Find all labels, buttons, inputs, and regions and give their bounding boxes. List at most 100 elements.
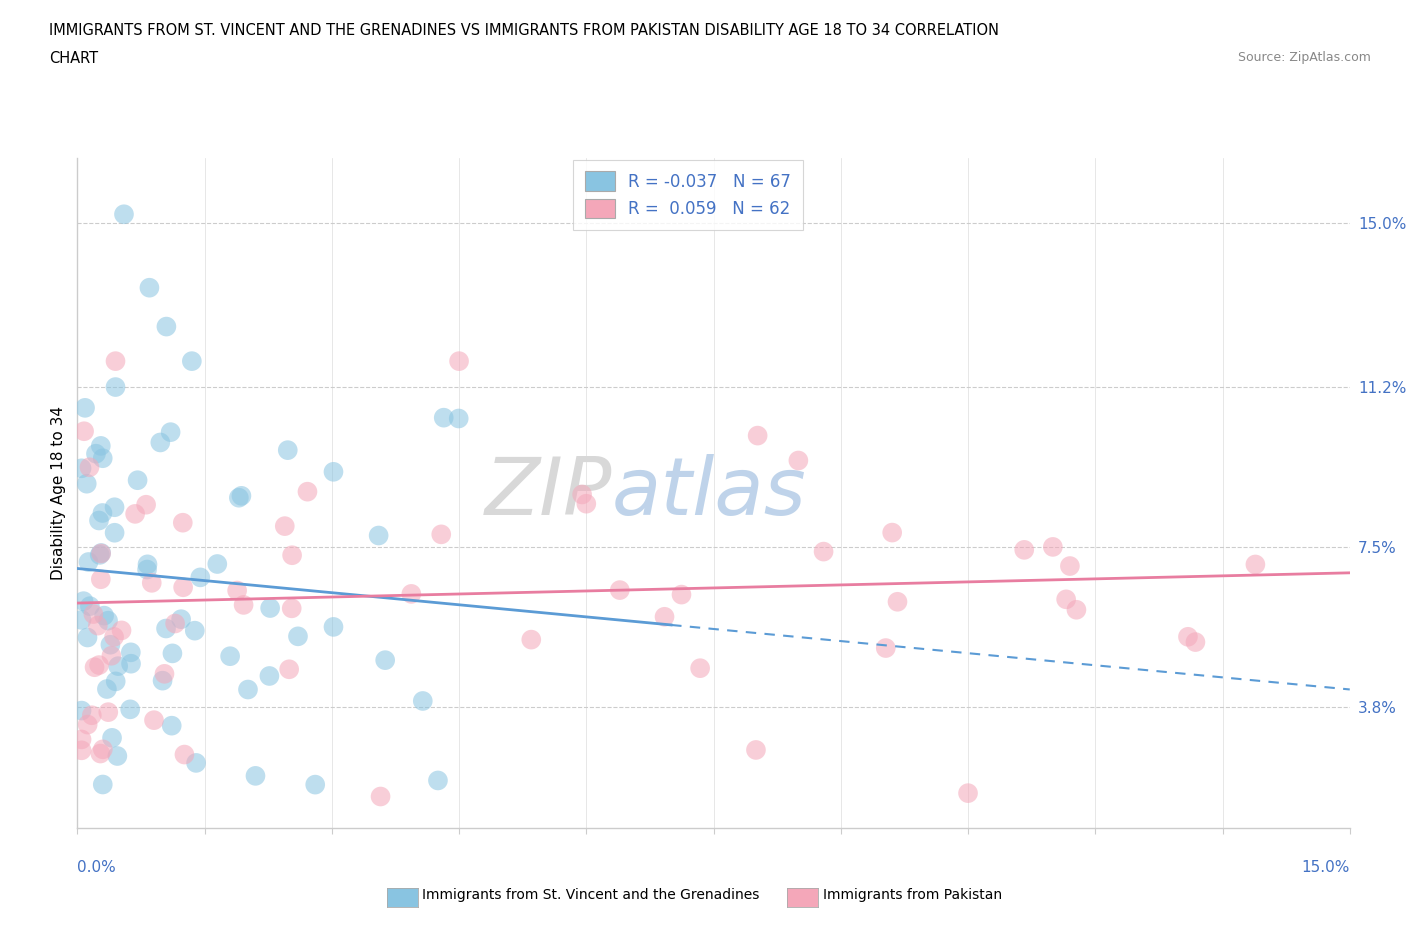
Point: [297, 485, 319, 499]
Text: Source: ZipAtlas.com: Source: ZipAtlas.com: [1237, 51, 1371, 64]
Text: Immigrants from St. Vincent and the Grenadines: Immigrants from St. Vincent and the Gren…: [422, 887, 759, 902]
Text: IMMIGRANTS FROM ST. VINCENT AND THE GRENADINES VS IMMIGRANTS FROM PAKISTAN DISAB: IMMIGRANTS FROM ST. VINCENT AND THE GREN…: [49, 23, 1000, 38]
Point: [689, 660, 711, 675]
Point: [105, 749, 128, 764]
Text: CHART: CHART: [49, 51, 98, 66]
Point: [82, 606, 104, 621]
Point: [124, 507, 146, 522]
Point: [136, 557, 159, 572]
Point: [875, 641, 897, 656]
Point: [80, 708, 103, 723]
Point: [170, 612, 193, 627]
Point: [149, 435, 172, 450]
Point: [152, 673, 174, 688]
Point: [609, 583, 631, 598]
Point: [97, 613, 120, 628]
Y-axis label: Disability Age 18 to 34: Disability Age 18 to 34: [51, 405, 66, 580]
Point: [76, 476, 98, 491]
Point: [165, 616, 187, 631]
Point: [100, 637, 122, 652]
Point: [103, 499, 125, 514]
Point: [232, 597, 254, 612]
Point: [127, 472, 149, 487]
Point: [90, 546, 112, 561]
Point: [153, 667, 176, 682]
Point: [1066, 603, 1088, 618]
Point: [281, 548, 304, 563]
Point: [91, 506, 114, 521]
Point: [787, 453, 810, 468]
Point: [245, 768, 267, 783]
Point: [671, 587, 693, 602]
Point: [430, 527, 453, 542]
Point: [70, 703, 93, 718]
Point: [104, 379, 127, 394]
Point: [236, 682, 259, 697]
Point: [882, 525, 904, 540]
Point: [84, 446, 107, 461]
Point: [96, 682, 118, 697]
Point: [367, 528, 389, 543]
Point: [447, 411, 470, 426]
Point: [228, 490, 250, 505]
Point: [120, 657, 142, 671]
Point: [654, 609, 676, 624]
Point: [138, 280, 160, 295]
Point: [100, 648, 122, 663]
Point: [141, 576, 163, 591]
Point: [90, 572, 112, 587]
Point: [143, 712, 166, 727]
Point: [79, 599, 101, 614]
Point: [886, 594, 908, 609]
Point: [110, 623, 132, 638]
Point: [322, 619, 344, 634]
Point: [172, 515, 194, 530]
Point: [103, 630, 125, 644]
Point: [745, 742, 768, 757]
Point: [231, 488, 253, 503]
Point: [89, 548, 111, 563]
Text: atlas: atlas: [612, 454, 807, 532]
Point: [112, 206, 135, 221]
Point: [1012, 542, 1035, 557]
Point: [219, 649, 242, 664]
Point: [184, 755, 207, 770]
Point: [73, 401, 96, 416]
Point: [433, 410, 456, 425]
Point: [173, 747, 195, 762]
Point: [104, 525, 127, 540]
Point: [70, 732, 93, 747]
Point: [520, 632, 543, 647]
Point: [70, 461, 93, 476]
Point: [107, 658, 129, 673]
Point: [1184, 634, 1206, 649]
Point: [322, 464, 344, 479]
Point: [93, 608, 115, 623]
Point: [77, 554, 100, 569]
Point: [76, 717, 98, 732]
Point: [87, 658, 110, 672]
Point: [70, 613, 93, 628]
Point: [83, 659, 105, 674]
Point: [135, 498, 157, 512]
Point: [259, 669, 281, 684]
Point: [449, 353, 471, 368]
Point: [426, 773, 449, 788]
Point: [401, 587, 423, 602]
Point: [172, 579, 194, 594]
Point: [374, 653, 396, 668]
Point: [1244, 557, 1267, 572]
Text: 0.0%: 0.0%: [77, 860, 117, 875]
Point: [73, 424, 96, 439]
Point: [180, 353, 202, 368]
Point: [155, 621, 177, 636]
Point: [277, 443, 299, 458]
Point: [104, 353, 127, 368]
Point: [1054, 591, 1077, 606]
Point: [259, 601, 281, 616]
Point: [370, 789, 392, 804]
Point: [89, 746, 111, 761]
Point: [412, 694, 434, 709]
Point: [747, 428, 769, 443]
Point: [90, 438, 112, 453]
